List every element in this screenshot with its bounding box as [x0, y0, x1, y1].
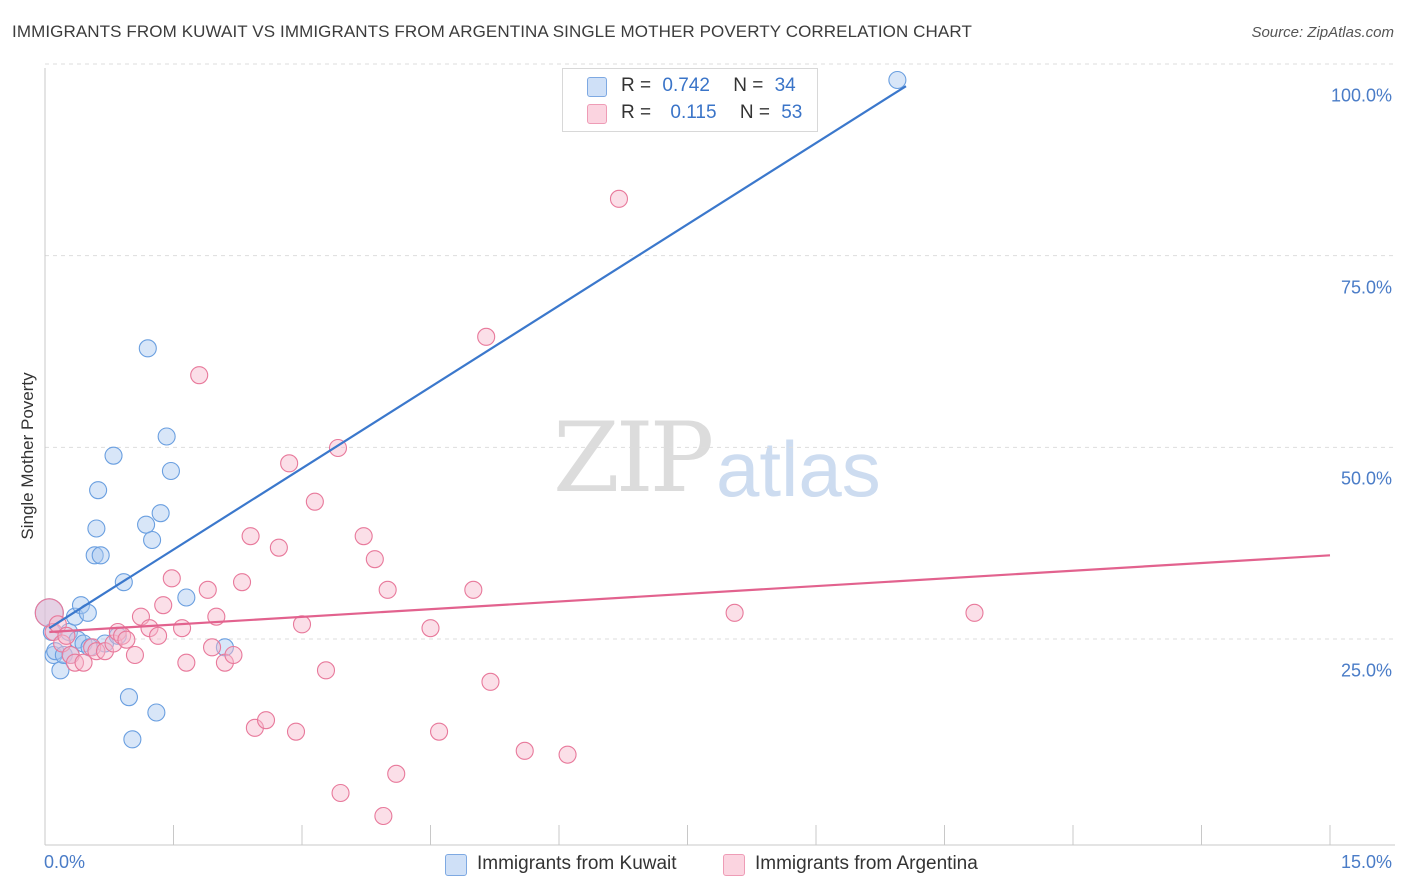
- legend-n-value: 53: [781, 102, 803, 123]
- point-argentina: [965, 603, 984, 622]
- point-argentina: [117, 630, 136, 649]
- point-kuwait: [137, 515, 156, 534]
- y-tick-label: 75.0%: [1340, 277, 1392, 298]
- point-argentina: [177, 653, 196, 672]
- point-argentina: [190, 366, 209, 385]
- point-kuwait: [51, 661, 70, 680]
- x-tick-label-end: 15.0%: [1340, 852, 1392, 872]
- legend-r-label: R =: [621, 75, 652, 96]
- point-argentina: [387, 764, 406, 783]
- legend-r-value: 0.115: [670, 102, 717, 123]
- point-kuwait: [143, 530, 162, 550]
- source-credit: Source: ZipAtlas.com: [1251, 24, 1394, 41]
- point-argentina: [292, 615, 312, 634]
- series-legend: Immigrants from Kuwait Immigrants from A…: [0, 852, 1406, 878]
- series-swatch-argentina: [723, 854, 745, 876]
- y-tick-label: 25.0%: [1340, 660, 1392, 681]
- point-argentina: [149, 626, 168, 645]
- point-argentina: [374, 806, 393, 826]
- y-axis-label: Single Mother Poverty: [18, 372, 37, 540]
- point-argentina: [286, 722, 306, 741]
- point-argentina: [481, 672, 500, 691]
- legend-swatch-kuwait: [587, 77, 607, 97]
- series-label-argentina: Immigrants from Argentina: [755, 853, 978, 874]
- watermark-atlas: atlas: [716, 425, 881, 513]
- point-kuwait: [119, 688, 139, 707]
- point-argentina: [203, 638, 222, 657]
- legend-n-label: N =: [739, 102, 770, 123]
- point-kuwait: [89, 481, 108, 500]
- legend-n-value: 34: [774, 75, 796, 96]
- point-argentina: [224, 645, 243, 665]
- y-tick-label: 50.0%: [1340, 468, 1392, 489]
- point-argentina: [354, 527, 373, 546]
- point-argentina: [173, 619, 192, 638]
- point-argentina: [154, 596, 173, 615]
- point-kuwait: [138, 339, 157, 358]
- point-argentina: [125, 645, 144, 665]
- point-argentina: [331, 783, 350, 803]
- point-argentina: [725, 603, 744, 622]
- point-kuwait: [71, 596, 91, 615]
- point-argentina: [198, 580, 217, 599]
- point-kuwait: [157, 427, 176, 446]
- y-tick-label: 100.0%: [1330, 85, 1392, 106]
- point-argentina: [558, 745, 577, 764]
- correlation-legend: R = 0.742 N = 34 R = 0.115 N = 53: [562, 68, 818, 132]
- point-argentina: [280, 454, 299, 473]
- axes: [44, 68, 1395, 846]
- trend-line-argentina: [49, 554, 1331, 634]
- point-argentina: [162, 569, 181, 588]
- point-argentina: [232, 573, 252, 592]
- point-kuwait: [104, 446, 123, 465]
- data-points: [34, 70, 984, 826]
- point-argentina: [464, 580, 483, 599]
- legend-n-label: N =: [733, 75, 764, 96]
- point-argentina: [305, 492, 324, 511]
- point-kuwait: [177, 588, 196, 607]
- point-argentina: [256, 711, 276, 730]
- chart-title: IMMIGRANTS FROM KUWAIT VS IMMIGRANTS FRO…: [12, 22, 972, 41]
- point-argentina: [269, 538, 288, 557]
- point-kuwait: [91, 546, 110, 565]
- point-argentina: [74, 653, 93, 672]
- point-argentina: [609, 189, 629, 208]
- x-tick-label-start: 0.0%: [44, 852, 86, 872]
- point-argentina: [515, 741, 534, 760]
- point-argentina: [421, 619, 440, 638]
- point-argentina: [316, 661, 336, 680]
- grid-lines: [45, 63, 1395, 640]
- point-kuwait: [147, 703, 166, 722]
- point-kuwait: [85, 546, 104, 565]
- point-kuwait: [888, 70, 907, 90]
- point-kuwait: [87, 519, 106, 538]
- point-argentina: [241, 527, 260, 546]
- legend-r-label: R =: [621, 102, 652, 123]
- series-swatch-kuwait: [445, 854, 467, 876]
- trend-line-kuwait: [48, 85, 907, 630]
- legend-swatch-argentina: [587, 104, 607, 124]
- point-argentina: [477, 327, 496, 346]
- point-kuwait: [161, 461, 180, 481]
- point-argentina: [365, 550, 384, 569]
- point-kuwait: [123, 730, 142, 749]
- point-kuwait: [151, 504, 170, 523]
- series-label-kuwait: Immigrants from Kuwait: [477, 853, 677, 874]
- watermark-zip: ZIP: [553, 402, 714, 514]
- legend-r-value: 0.742: [662, 75, 710, 96]
- point-kuwait: [46, 642, 65, 661]
- point-argentina: [430, 722, 449, 741]
- trend-lines: [48, 85, 1331, 634]
- point-argentina: [378, 580, 397, 599]
